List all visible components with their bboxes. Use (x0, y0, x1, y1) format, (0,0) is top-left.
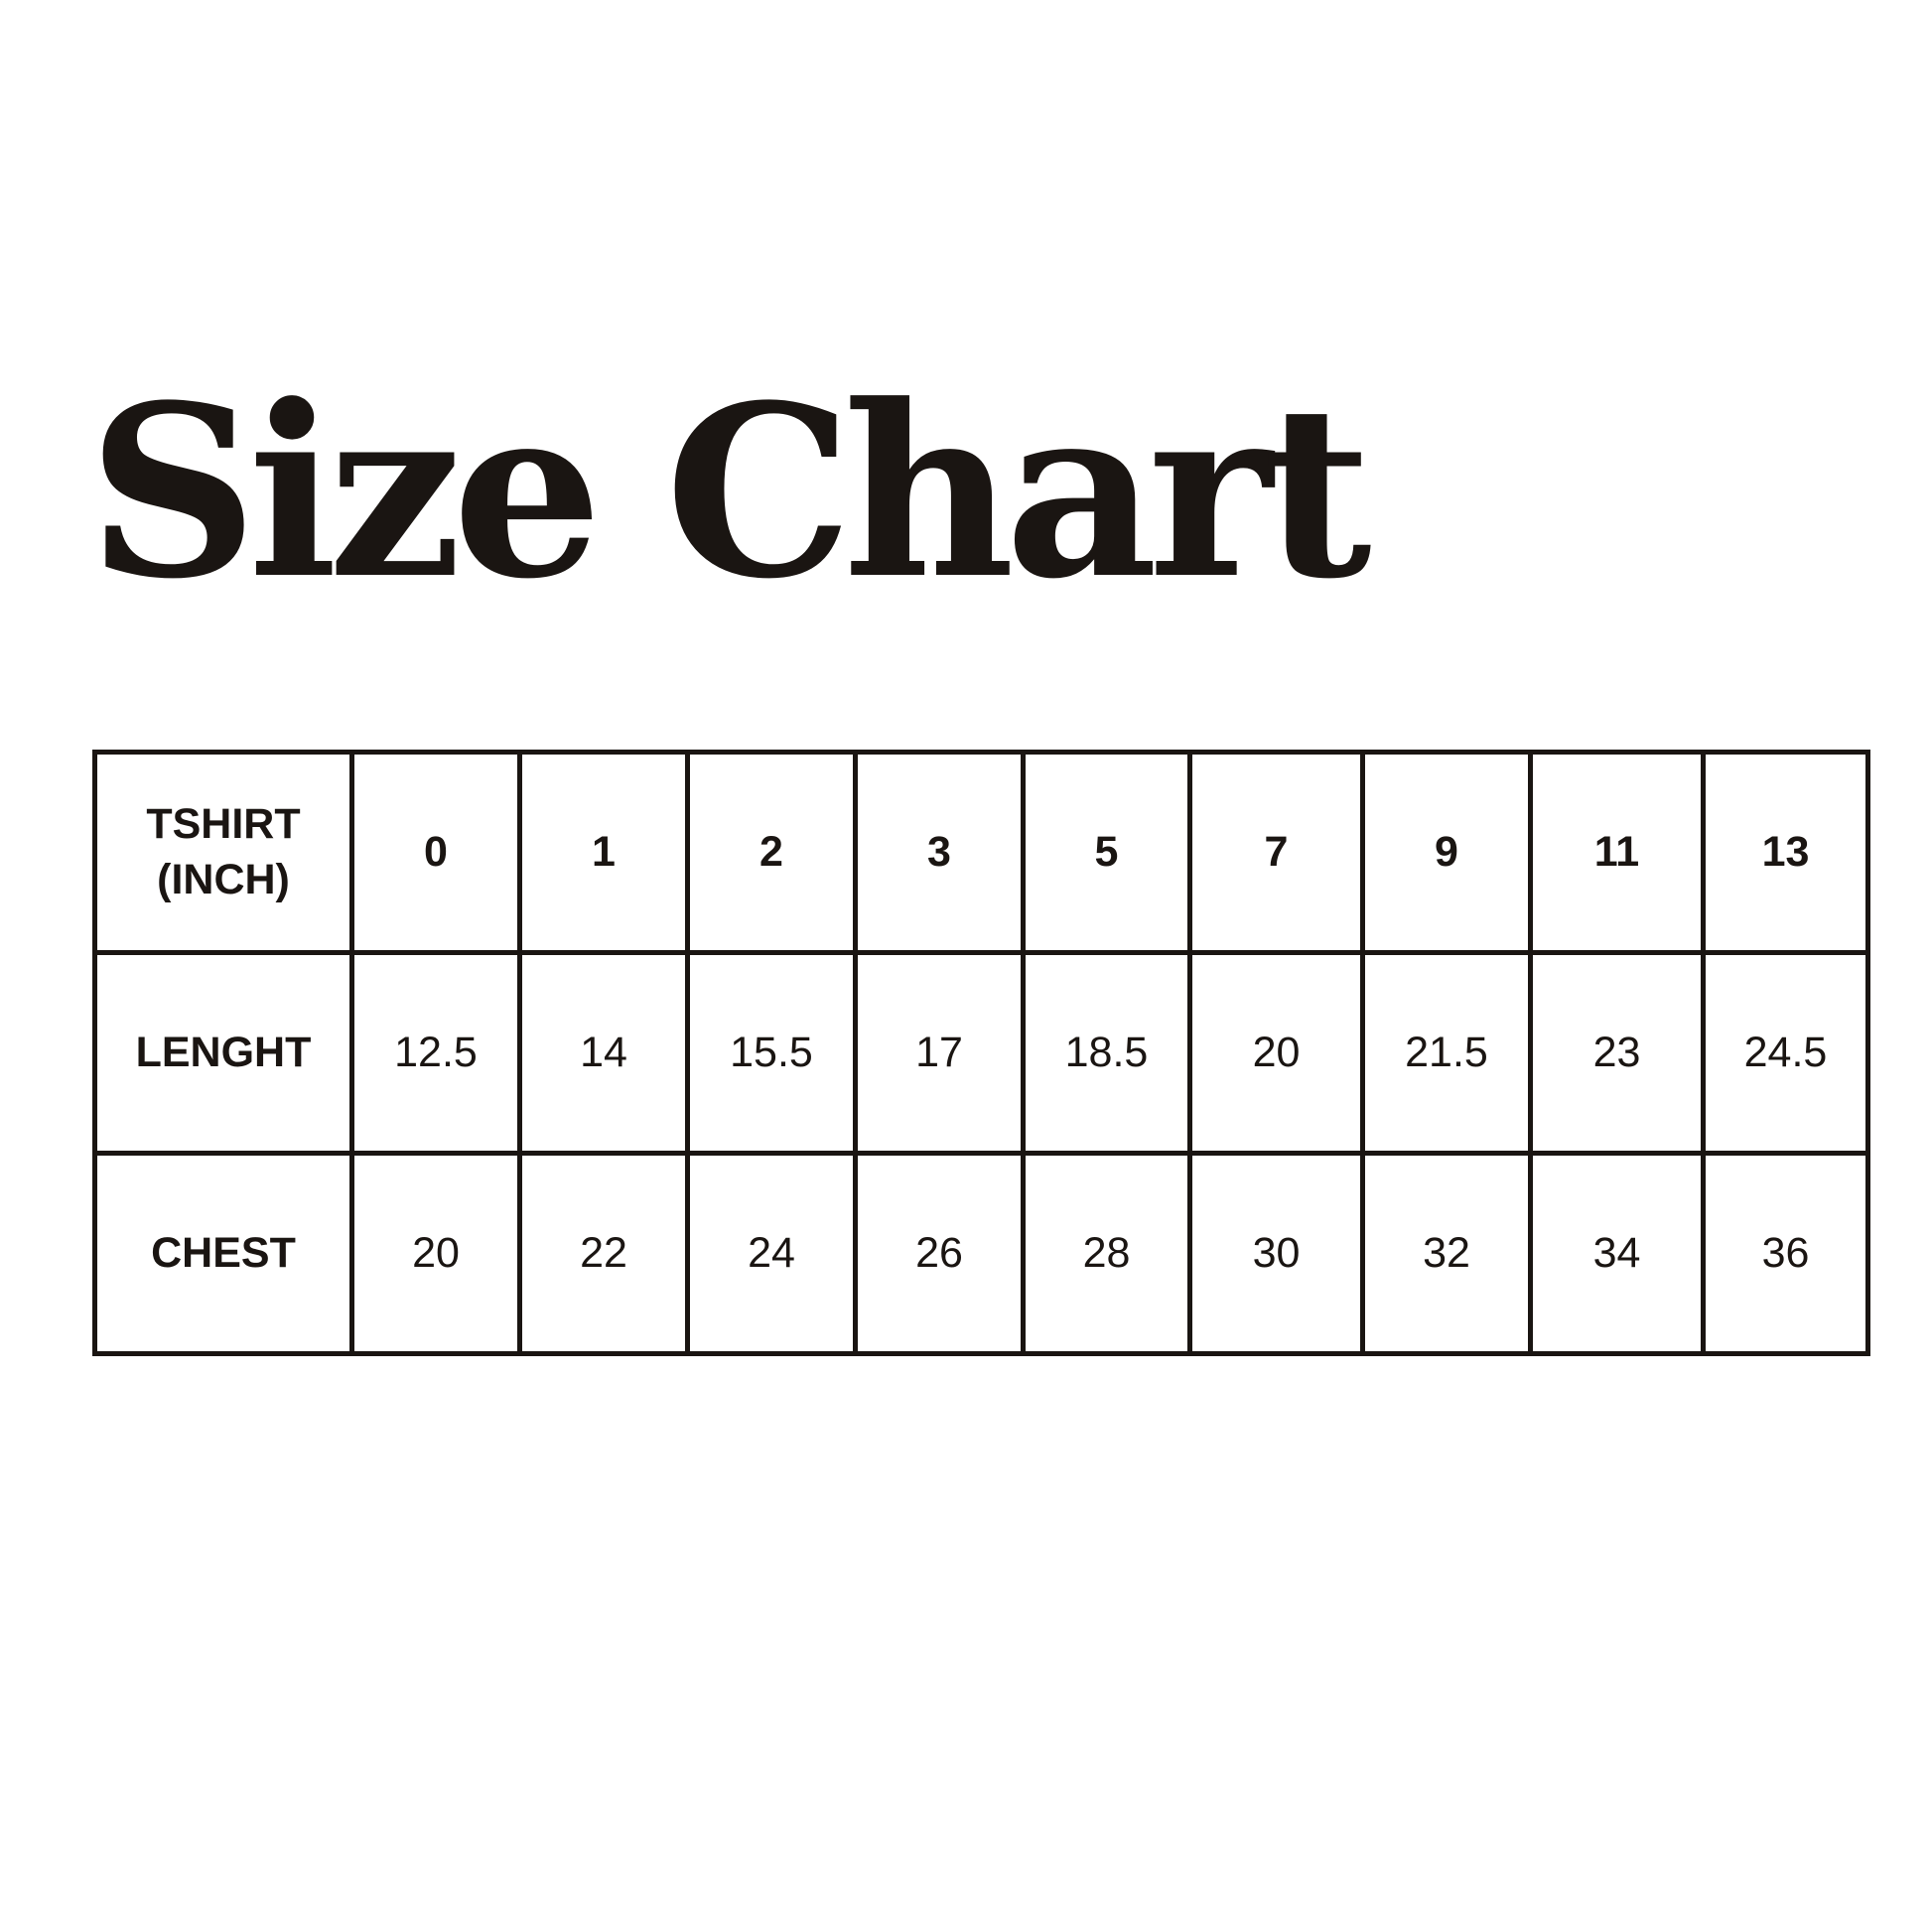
row-label: CHEST (92, 1151, 354, 1356)
table-cell: 17 (853, 950, 1026, 1156)
table-cell: 21.5 (1360, 950, 1533, 1156)
table-cell: 22 (517, 1151, 690, 1356)
header-label-line2: (INCH) (157, 855, 290, 903)
table-cell: 20 (349, 1151, 522, 1356)
table-cell: 24 (685, 1151, 858, 1356)
table-cell: 28 (1021, 1151, 1192, 1356)
size-header: 13 (1701, 750, 1870, 955)
table-cell: 26 (853, 1151, 1026, 1356)
header-label-line1: TSHIRT (146, 799, 301, 848)
table-cell: 24.5 (1701, 950, 1870, 1156)
table-cell: 32 (1360, 1151, 1533, 1356)
table-row-length: LENGHT 12.5 14 15.5 17 18.5 20 21.5 23 2… (92, 950, 1870, 1156)
table-row-chest: CHEST 20 22 24 26 28 30 32 34 36 (92, 1151, 1870, 1356)
table-cell: 23 (1528, 950, 1706, 1156)
header-row: TSHIRT (INCH) 0 1 2 3 5 7 9 11 13 (92, 750, 1870, 955)
size-header: 2 (685, 750, 858, 955)
table-cell: 12.5 (349, 950, 522, 1156)
table-cell: 34 (1528, 1151, 1706, 1356)
size-header: 3 (853, 750, 1026, 955)
row-label: LENGHT (92, 950, 354, 1156)
page-title: Size Chart (87, 354, 1372, 631)
size-header: 5 (1021, 750, 1192, 955)
size-header: 7 (1187, 750, 1365, 955)
size-chart-table: TSHIRT (INCH) 0 1 2 3 5 7 9 11 13 LENGHT… (92, 750, 1870, 1356)
size-header: 0 (349, 750, 522, 955)
table-cell: 18.5 (1021, 950, 1192, 1156)
header-label-cell: TSHIRT (INCH) (92, 750, 354, 955)
size-header: 1 (517, 750, 690, 955)
size-header: 11 (1528, 750, 1706, 955)
size-header: 9 (1360, 750, 1533, 955)
table-cell: 30 (1187, 1151, 1365, 1356)
table-cell: 14 (517, 950, 690, 1156)
table-cell: 15.5 (685, 950, 858, 1156)
table-cell: 36 (1701, 1151, 1870, 1356)
table-cell: 20 (1187, 950, 1365, 1156)
